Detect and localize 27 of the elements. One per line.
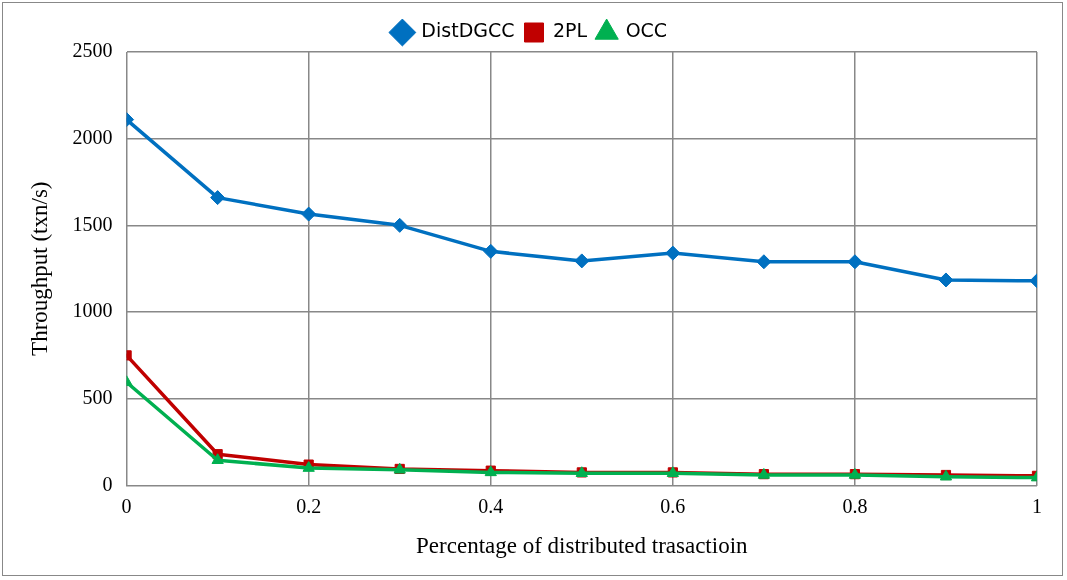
y-tick-label: 1000 — [72, 299, 113, 322]
y-tick-label: 2500 — [72, 39, 113, 62]
x-tick-label: 1 — [1032, 494, 1042, 517]
point — [574, 253, 590, 269]
x-tick-label: 0.8 — [842, 494, 868, 517]
y-axis-title: Throughput (txn/s) — [26, 181, 52, 356]
x-tick-label: 0.6 — [660, 494, 686, 517]
point — [301, 206, 317, 222]
y-tick-label: 2000 — [72, 125, 113, 148]
legend-label: 2PL — [553, 19, 588, 42]
x-tick-label: 0.4 — [478, 494, 504, 517]
point — [665, 245, 681, 261]
point — [211, 453, 224, 465]
point — [210, 190, 226, 206]
x-tick-label: 0.2 — [296, 494, 322, 517]
x-axis-title: Percentage of distributed trasactioin — [416, 533, 749, 559]
legend-label: DistDGCC — [421, 19, 515, 42]
legend-label: OCC — [625, 19, 668, 42]
point — [938, 272, 954, 288]
x-tick-label: 0 — [121, 494, 132, 517]
y-tick-label: 0 — [102, 472, 113, 495]
y-tick-label: 500 — [82, 385, 113, 408]
point — [756, 254, 772, 270]
point — [483, 243, 499, 259]
point — [392, 217, 408, 233]
point — [847, 254, 863, 270]
y-tick-label: 1500 — [72, 212, 113, 235]
